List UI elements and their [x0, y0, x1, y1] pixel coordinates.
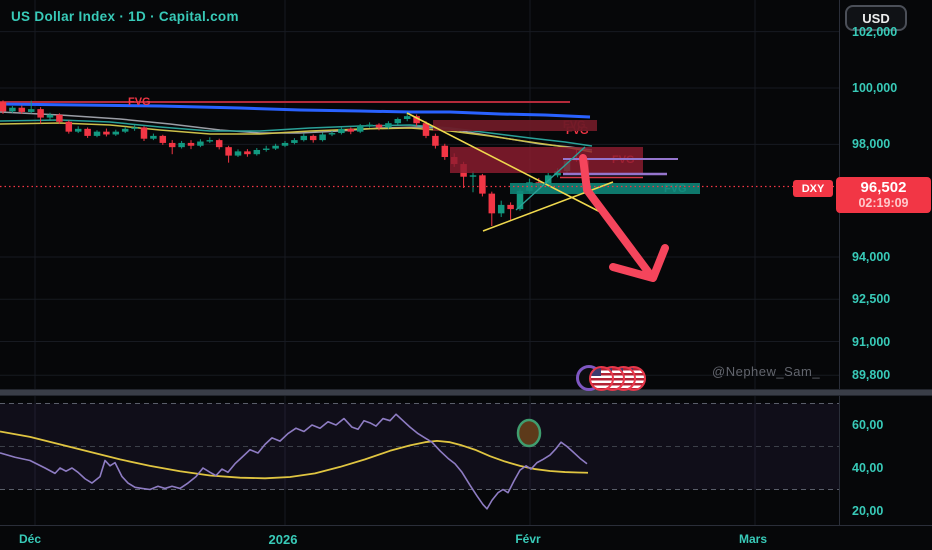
rsi-axis-label: 60,00 — [852, 418, 884, 432]
price-axis-label: 91,000 — [852, 334, 891, 349]
price-pane: FVGFVGFVGFVGFVG — [0, 0, 839, 389]
candles — [0, 100, 590, 227]
price-axis-label: 98,000 — [852, 137, 891, 152]
rsi-pane — [0, 395, 839, 525]
time-axis-label: 2026 — [268, 532, 298, 547]
price-axis-label: 102,000 — [852, 24, 898, 39]
watermark: @Nephew_Sam_ — [712, 364, 821, 379]
symbol-price-flag: DXY — [793, 180, 833, 197]
current-price-box: 96,502 02:19:09 — [836, 177, 931, 213]
ma-blue — [0, 102, 591, 119]
price-axis-label: 100,000 — [852, 81, 898, 95]
price-axis-label: 94,000 — [852, 250, 891, 264]
rsi-line — [0, 413, 588, 510]
bearish-arrow — [579, 154, 656, 281]
ma-teal — [0, 119, 593, 147]
countdown-timer: 02:19:09 — [858, 196, 909, 210]
price-axis-label: 89,800 — [852, 368, 891, 383]
symbol-legend[interactable]: US Dollar Index · 1D · Capital.com — [11, 9, 239, 24]
time-axis-label: Févr — [515, 532, 541, 546]
rsi-axis-label: 40,00 — [852, 461, 884, 475]
current-price: 96,502 — [860, 179, 907, 196]
price-axis-border — [839, 0, 840, 525]
time-axis-border — [0, 525, 932, 526]
pane-separator[interactable] — [0, 389, 932, 396]
svg-text:FVG: FVG — [128, 96, 151, 108]
us-flag-icon — [588, 365, 614, 391]
time-axis-label: Déc — [18, 532, 42, 546]
ma-olive — [0, 122, 593, 153]
ellipse-marker — [516, 418, 542, 448]
price-axis-label: 92,500 — [852, 292, 891, 307]
time-axis-label: Mars — [738, 532, 768, 546]
rsi-axis-label: 20,00 — [852, 504, 884, 518]
currency-button[interactable]: USD — [845, 5, 907, 31]
